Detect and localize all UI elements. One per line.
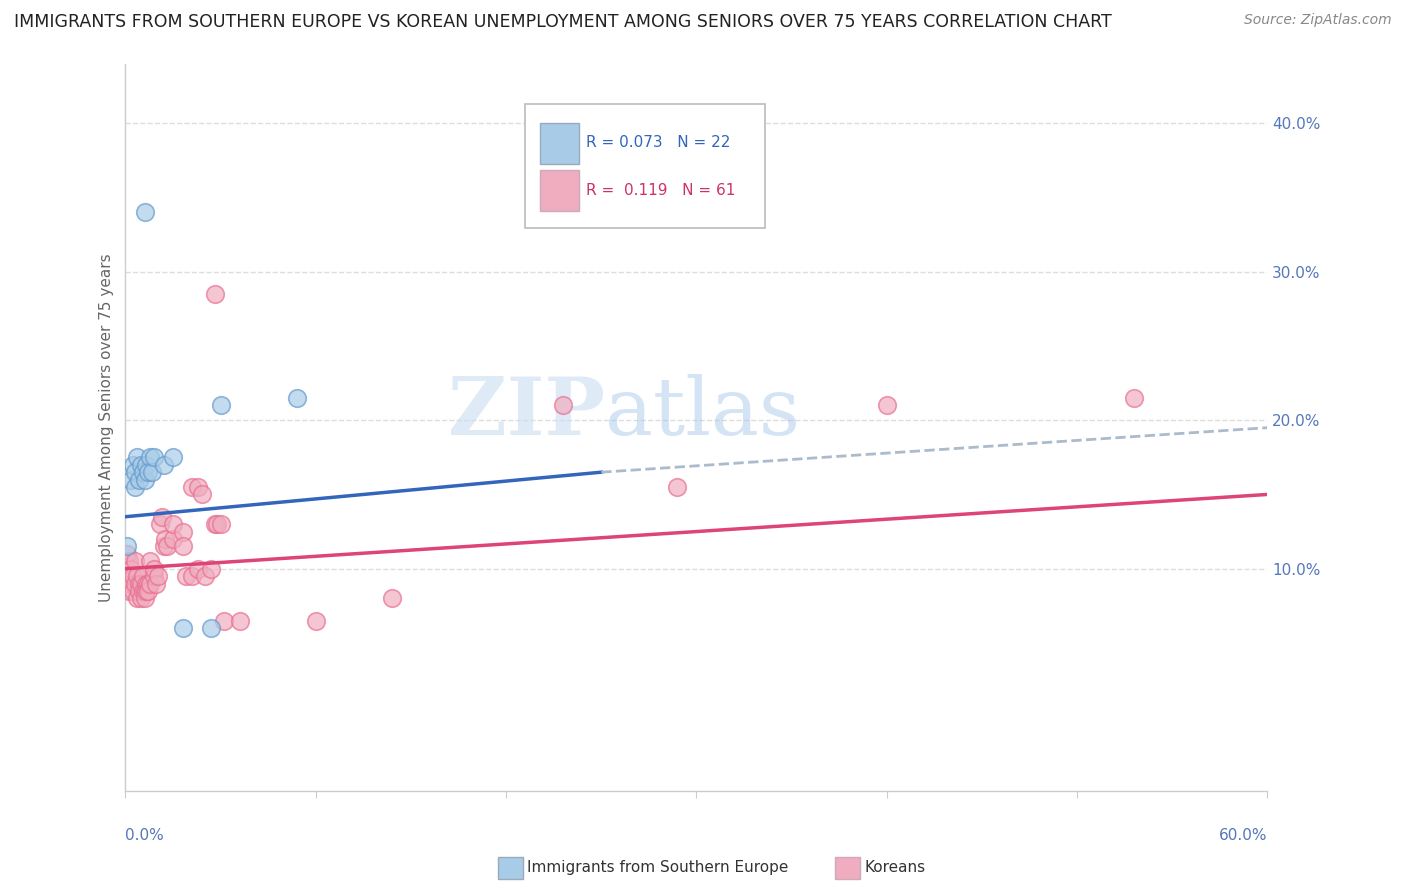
FancyBboxPatch shape (540, 123, 579, 164)
Point (136, 583, 159, 598)
Point (553, 398, 575, 412)
Text: 60.0%: 60.0% (1219, 829, 1267, 843)
Point (117, 569, 139, 583)
Point (124, 480, 146, 494)
Point (117, 562, 139, 576)
Point (128, 576, 150, 591)
Point (124, 554, 146, 568)
Point (139, 554, 162, 568)
Point (124, 576, 146, 591)
Point (120, 562, 142, 576)
Point (190, 487, 212, 501)
Point (135, 576, 157, 591)
Point (162, 517, 184, 532)
Point (122, 583, 145, 598)
Text: Source: ZipAtlas.com: Source: ZipAtlas.com (1244, 13, 1392, 28)
Point (129, 576, 152, 591)
Point (129, 591, 152, 606)
Text: atlas: atlas (605, 374, 800, 452)
Point (666, 480, 689, 494)
Point (125, 569, 148, 583)
Point (204, 517, 226, 532)
Point (131, 583, 153, 598)
Text: IMMIGRANTS FROM SOUTHERN EUROPE VS KOREAN UNEMPLOYMENT AMONG SENIORS OVER 75 YEA: IMMIGRANTS FROM SOUTHERN EUROPE VS KOREA… (14, 13, 1112, 31)
Point (149, 517, 172, 532)
Point (187, 480, 209, 494)
Point (204, 287, 226, 301)
Point (143, 569, 166, 583)
Point (152, 458, 174, 472)
Point (136, 576, 159, 591)
Point (118, 569, 141, 583)
Point (131, 569, 153, 583)
Y-axis label: Unemployment Among Seniors over 75 years: Unemployment Among Seniors over 75 years (100, 253, 114, 602)
Point (200, 562, 222, 576)
Point (120, 576, 142, 591)
Point (187, 562, 209, 576)
Point (150, 509, 173, 524)
Text: R = 0.073   N = 22: R = 0.073 N = 22 (586, 135, 730, 150)
Point (194, 569, 217, 583)
Point (128, 583, 150, 598)
FancyBboxPatch shape (524, 104, 765, 227)
Point (209, 517, 232, 532)
Point (117, 540, 139, 554)
Point (134, 473, 156, 487)
Text: Immigrants from Southern Europe: Immigrants from Southern Europe (527, 860, 789, 874)
Point (125, 591, 148, 606)
Point (152, 540, 174, 554)
Point (125, 450, 148, 465)
Point (122, 569, 145, 583)
Point (139, 450, 162, 465)
Point (172, 621, 194, 635)
Point (209, 398, 232, 412)
Point (1123, 391, 1146, 405)
Point (381, 591, 404, 606)
FancyBboxPatch shape (540, 170, 579, 211)
Point (135, 583, 157, 598)
Point (214, 614, 236, 628)
Point (172, 524, 194, 539)
Point (143, 450, 166, 465)
Point (139, 576, 162, 591)
Point (162, 532, 184, 546)
Point (118, 583, 141, 598)
Point (122, 458, 145, 472)
Point (117, 547, 139, 561)
Point (285, 391, 308, 405)
Point (305, 614, 328, 628)
Point (181, 480, 204, 494)
Text: 0.0%: 0.0% (125, 829, 165, 843)
Point (172, 540, 194, 554)
Point (876, 398, 898, 412)
Text: ZIP: ZIP (449, 374, 605, 452)
Point (135, 458, 157, 472)
Point (228, 614, 250, 628)
Point (134, 205, 156, 219)
Point (143, 562, 166, 576)
Point (145, 576, 167, 591)
Point (136, 465, 159, 479)
Point (124, 465, 146, 479)
Point (156, 540, 179, 554)
Text: R =  0.119   N = 61: R = 0.119 N = 61 (586, 183, 735, 198)
Text: Koreans: Koreans (865, 860, 925, 874)
Point (118, 554, 141, 568)
Point (146, 569, 169, 583)
Point (176, 569, 198, 583)
Point (120, 473, 142, 487)
Point (134, 591, 156, 606)
Point (162, 450, 184, 465)
Point (131, 465, 153, 479)
Point (181, 569, 204, 583)
Point (129, 458, 152, 472)
Point (205, 517, 228, 532)
Point (141, 465, 163, 479)
Point (134, 583, 156, 598)
Point (200, 621, 222, 635)
Point (155, 532, 177, 546)
Point (128, 473, 150, 487)
